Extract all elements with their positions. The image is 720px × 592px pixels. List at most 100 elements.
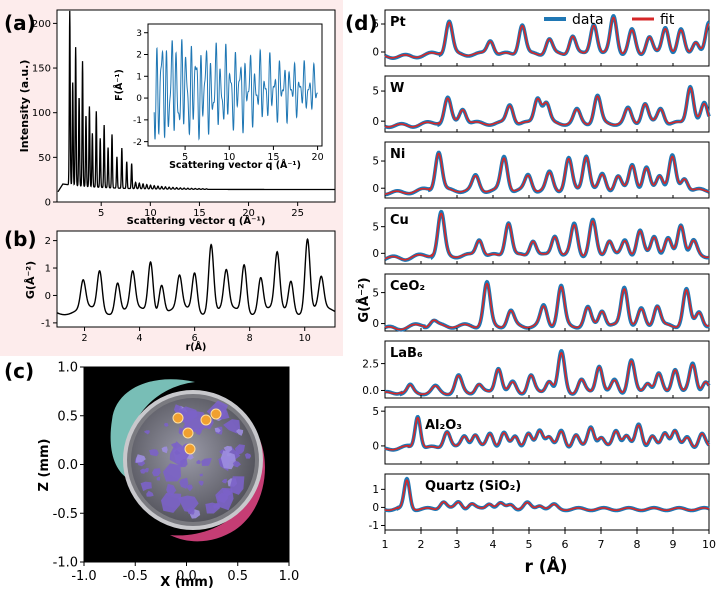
legend-fit-label: fit [660,12,675,28]
chart-d-ytick-label: 0 [372,116,379,128]
chart-d-subplot: 0 5 Al₂O₃ [372,406,711,465]
chart-d-ytick-label: 0 [372,183,379,195]
chart-d-fit-line [384,87,710,128]
chart-d-subplot-label: Quartz (SiO₂) [425,479,521,494]
chart-d-ytick-label: 0 [372,441,379,453]
bright-particle [182,427,194,439]
chart-d-subplot: 0 5 Cu [372,207,710,265]
chart-d-ytick-label: 0 [372,248,379,260]
chart-a-series-line [57,10,335,193]
chart-d-xtick-label: 8 [634,538,641,551]
particle [149,449,159,457]
particle-layer [134,400,252,519]
inset-ytick-label: 1 [136,72,142,82]
chart-a-xtick-label: 20 [242,208,255,219]
particle [201,458,212,466]
inset-xtick-label: 20 [312,152,324,163]
panel-label-a: (a) [4,11,36,35]
particle [140,468,146,474]
particle [135,454,146,463]
chart-d-subplot: -1 0 1 Quartz (SiO₂) [369,473,710,532]
chart-a-ytick-label: 50 [38,153,51,164]
particle [144,467,149,473]
inset-ytick-label: -2 [133,138,142,148]
chart-d-xtick-label: 6 [562,538,569,551]
inset-ylabel: F(Å⁻¹) [114,69,125,101]
chart-b-ytick-label: 0 [45,291,51,302]
chart-d-xtick-label: 7 [598,538,605,551]
chart-a-ytick-label: 200 [32,19,51,30]
chart-d-ylabel: G(Å⁻²) [356,277,372,322]
particle [214,427,221,433]
chart-b: 2 4 6 8 10 -1 0 1 2 r(Å) G(Å⁻²) [24,230,336,353]
chart-a-ytick-label: 150 [32,64,51,75]
particle [198,480,204,486]
chart-c-xtick-label: 1.0 [279,569,300,584]
inset-ytick-label: -1 [133,116,142,126]
chart-d-subplot-label: Al₂O₃ [425,418,462,433]
chart-d-ytick-label: 0 [372,47,379,59]
particle [236,429,244,436]
particle [161,493,182,513]
chart-d-ytick-label: -1 [369,520,379,532]
chart-c-xtick-label: -1.0 [71,569,96,584]
chart-d-subplot: 0.0 2.5 LaB₆ [362,340,711,399]
chart-c-xtick-label: 0.5 [227,569,248,584]
chart-d-subplot-label: CeO₂ [390,279,425,294]
chart-b-xtick-label: 2 [82,333,88,344]
bright-particle [184,443,196,455]
inset-ytick-label: 0 [136,94,142,104]
chart-d-subplot-frame [384,473,710,531]
particle [199,473,203,477]
particle [230,476,245,495]
chart-c-ytick-label: -1.0 [53,556,78,571]
inset-xtick-label: 5 [182,152,188,163]
chart-d-subplot-label: Cu [390,213,409,228]
panel-label-b: (b) [4,227,37,251]
particle [220,450,236,470]
chart-d-fit-line [384,479,710,512]
chart-d-ytick-label: 1 [372,484,379,496]
chart-d-subplot-label: W [390,81,404,96]
chart-b-ytick-label: 2 [45,236,51,247]
chart-d-ytick-label: 2.5 [362,358,379,370]
chart-d-ytick-label: 0 [372,318,379,330]
chart-c-ytick-label: 0.0 [57,458,78,473]
chart-d-fit-line [384,352,710,396]
inset-xtick-label: 10 [223,152,235,163]
particle [189,509,201,519]
particle [223,419,241,434]
chart-c-ylabel: Z (mm) [37,439,52,492]
chart-d-ytick-label: 5 [372,287,379,299]
particle [164,422,169,427]
chart-a-xtick-label: 25 [291,208,304,219]
particle [162,463,181,482]
bright-particle [210,408,222,420]
particle [213,503,221,509]
chart-c: -1.0 -0.5 0.0 0.5 1.0 -1.0 -0.5 0.0 0.5 1.0 X (mm… [37,361,299,590]
chart-b-ylabel: G(Å⁻²) [24,261,37,299]
inset-ytick-label: 2 [136,51,142,61]
chart-d-subplot: 0 5 Ni [372,141,710,199]
particle [195,428,202,436]
chart-d-fit-line [384,152,710,195]
inset-xlabel: Scattering vector q (Å⁻¹) [169,160,301,171]
chart-d-subplot-label: Ni [390,147,405,162]
chart-d-ytick-label: 0.0 [362,385,379,397]
particle [152,468,161,477]
panel-label-c: (c) [4,359,34,383]
bright-particle [172,412,184,424]
chart-d-ytick-label: 5 [372,221,379,233]
chart-d-ytick-label: 0 [372,502,379,514]
chart-d-subplot-frame [384,9,710,67]
particle [186,507,195,515]
chart-d-xtick-label: 2 [418,538,425,551]
particle [166,483,177,496]
chart-b-xtick-label: 6 [192,333,198,344]
chart-d-ytick-label: 5 [372,156,379,168]
chart-d-fit-line [384,282,710,331]
chart-b-xtick-label: 10 [299,333,311,344]
chart-d-xtick-label: 5 [526,538,533,551]
